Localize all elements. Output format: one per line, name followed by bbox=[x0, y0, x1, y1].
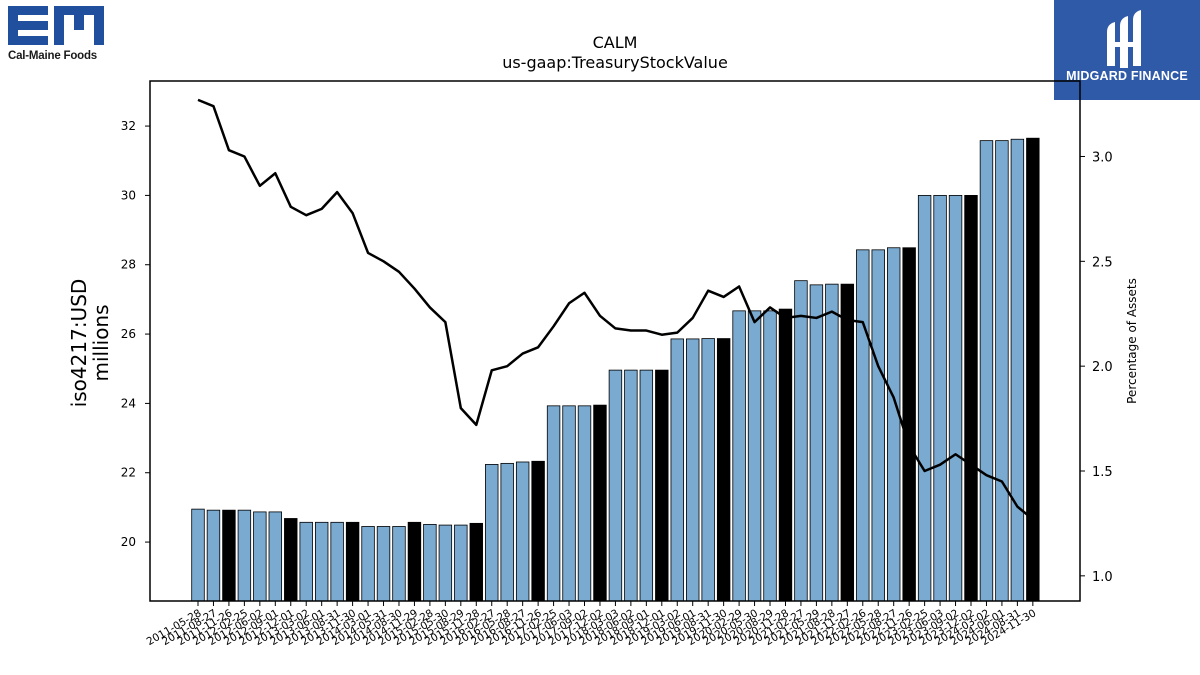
bar bbox=[407, 521, 422, 602]
bar bbox=[546, 405, 561, 602]
bar bbox=[593, 404, 607, 602]
bar bbox=[933, 194, 947, 602]
left-axis: 20 22 24 26 28 30 32 bbox=[121, 119, 150, 549]
left-tick-label: 28 bbox=[121, 258, 136, 272]
right-tick-label: 2.0 bbox=[1092, 360, 1113, 375]
y-axis-label-left-line2: millions bbox=[89, 304, 113, 381]
bar bbox=[794, 280, 808, 602]
bar bbox=[485, 464, 499, 602]
bar bbox=[686, 338, 700, 602]
left-tick-label: 32 bbox=[121, 119, 136, 133]
bar bbox=[253, 511, 267, 602]
bar bbox=[639, 369, 654, 602]
pct-of-assets-line bbox=[197, 98, 1034, 521]
bar bbox=[716, 338, 731, 602]
bar bbox=[655, 369, 669, 602]
bar bbox=[825, 283, 839, 602]
bar bbox=[887, 247, 901, 602]
bar bbox=[809, 284, 824, 602]
bar bbox=[995, 140, 1009, 602]
left-tick-label: 30 bbox=[121, 188, 136, 202]
midgard-mark-icon bbox=[1107, 10, 1141, 68]
bar bbox=[330, 521, 344, 602]
right-tick-label: 2.5 bbox=[1092, 255, 1113, 270]
bar bbox=[237, 509, 252, 602]
bar bbox=[206, 509, 221, 602]
bar bbox=[314, 521, 329, 602]
bar-series bbox=[191, 137, 1040, 602]
bar bbox=[268, 511, 283, 602]
left-tick-label: 22 bbox=[121, 466, 136, 480]
bar bbox=[917, 194, 932, 602]
midgard-finance-logo: MIDGARD FINANCE bbox=[1054, 0, 1200, 100]
bar bbox=[222, 509, 236, 602]
bar bbox=[670, 338, 684, 602]
bar bbox=[1026, 137, 1040, 602]
y-axis-label-right: Percentage of Assets bbox=[1125, 278, 1139, 404]
bar bbox=[515, 461, 530, 602]
right-tick-label: 1.0 bbox=[1092, 570, 1113, 585]
left-tick-label: 20 bbox=[121, 535, 136, 549]
bar bbox=[964, 194, 978, 602]
bar bbox=[500, 462, 514, 602]
bar bbox=[948, 194, 963, 602]
right-axis: 1.0 1.5 2.0 2.5 3.0 bbox=[1080, 150, 1113, 585]
bar bbox=[871, 249, 885, 602]
pct-line-layer bbox=[197, 98, 1034, 521]
left-tick-label: 26 bbox=[121, 327, 136, 341]
x-axis: 2011-05-282011-08-272011-11-262012-02-25… bbox=[145, 601, 1038, 648]
bar bbox=[701, 338, 715, 602]
bar bbox=[392, 526, 406, 602]
bar bbox=[763, 310, 777, 602]
bar bbox=[562, 405, 576, 602]
right-tick-label: 3.0 bbox=[1092, 150, 1113, 165]
bar bbox=[454, 524, 468, 602]
right-tick-label: 1.5 bbox=[1092, 465, 1113, 480]
cal-maine-caption: Cal-Maine Foods bbox=[8, 50, 98, 62]
y-axis-label-left-line1: iso4217:USD bbox=[67, 279, 91, 408]
bar bbox=[979, 140, 994, 602]
bar bbox=[608, 369, 623, 602]
bar bbox=[423, 523, 437, 602]
bar bbox=[376, 526, 391, 602]
bar bbox=[191, 508, 205, 602]
bar bbox=[299, 521, 313, 602]
bar bbox=[361, 526, 375, 602]
cal-maine-em-mark bbox=[8, 6, 104, 45]
bar bbox=[469, 522, 483, 602]
bar bbox=[732, 310, 746, 602]
bar bbox=[345, 521, 360, 602]
bar bbox=[1010, 138, 1025, 602]
midgard-caption: MIDGARD FINANCE bbox=[1066, 69, 1188, 83]
bar bbox=[778, 308, 793, 602]
bar bbox=[531, 460, 545, 602]
bar bbox=[902, 247, 916, 602]
bar bbox=[624, 369, 638, 602]
left-tick-label: 24 bbox=[121, 396, 136, 410]
chart-subtitle: us-gaap:TreasuryStockValue bbox=[502, 53, 728, 72]
bar bbox=[284, 518, 298, 602]
bar bbox=[577, 405, 592, 602]
bar bbox=[438, 524, 453, 602]
bar bbox=[840, 283, 855, 602]
bar bbox=[747, 310, 762, 602]
chart-title: CALM bbox=[593, 33, 638, 52]
cal-maine-logo: Cal-Maine Foods bbox=[8, 6, 108, 66]
bar bbox=[856, 249, 870, 602]
